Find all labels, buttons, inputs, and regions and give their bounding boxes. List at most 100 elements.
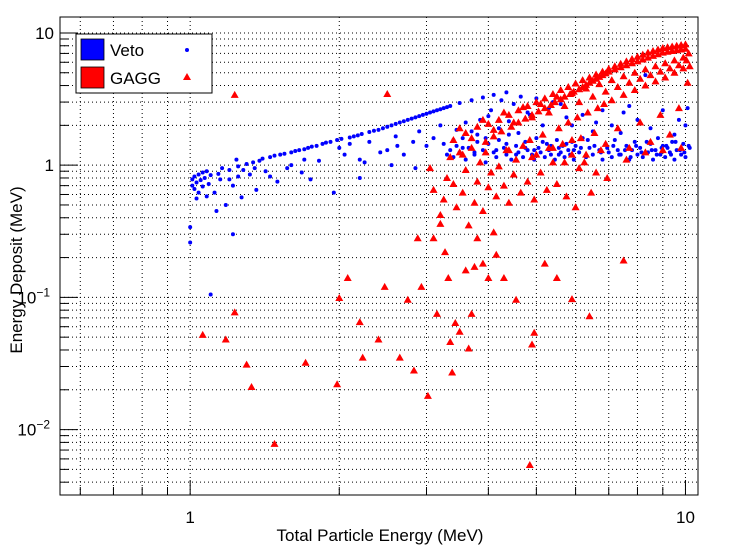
veto-point — [615, 148, 620, 153]
gagg-point — [661, 73, 670, 81]
gagg-point — [651, 62, 660, 70]
axis-ticks — [60, 32, 686, 495]
veto-point — [658, 152, 663, 157]
veto-point — [297, 148, 302, 153]
gagg-point — [628, 55, 637, 63]
veto-point — [218, 177, 223, 182]
veto-point — [214, 209, 219, 214]
gagg-point — [484, 119, 493, 127]
veto-point — [323, 140, 328, 145]
veto-point — [562, 155, 567, 160]
gagg-point — [439, 195, 448, 203]
gagg-point — [455, 124, 464, 132]
gagg-point — [573, 113, 582, 121]
gagg-point — [560, 158, 569, 166]
veto-point — [342, 152, 347, 157]
gagg-point — [461, 129, 470, 137]
gagg-point — [423, 391, 432, 399]
veto-point — [651, 157, 656, 162]
gagg-point — [550, 98, 559, 106]
veto-point — [534, 136, 539, 141]
veto-point — [389, 123, 394, 128]
gagg-point — [448, 368, 457, 376]
veto-point — [649, 148, 654, 153]
veto-point — [564, 115, 569, 120]
gagg-point — [641, 81, 650, 89]
x-tick-label: 1 — [185, 508, 194, 527]
veto-point — [223, 202, 228, 207]
gagg-point — [552, 92, 561, 100]
veto-point — [192, 187, 197, 192]
veto-point — [362, 160, 367, 165]
plot-frame — [59, 16, 699, 496]
gagg-point — [536, 100, 545, 108]
y-tick-label: 10−2 — [17, 418, 50, 440]
veto-point — [308, 177, 313, 182]
gagg-point — [630, 68, 639, 76]
veto-point — [306, 145, 311, 150]
gagg-point — [458, 188, 467, 196]
gagg-point — [476, 158, 485, 166]
veto-point — [640, 155, 645, 160]
veto-point — [302, 147, 307, 152]
gagg-point — [683, 78, 692, 86]
veto-point — [190, 177, 195, 182]
veto-point — [496, 126, 501, 131]
y-tick-base: 10 — [17, 421, 36, 440]
veto-point — [514, 152, 519, 157]
gagg-point — [335, 293, 344, 301]
veto-point — [643, 73, 648, 78]
veto-point — [417, 129, 422, 134]
gagg-point — [575, 98, 584, 106]
veto-point — [606, 150, 611, 155]
veto-point — [413, 166, 418, 171]
veto-point — [475, 132, 480, 137]
veto-point — [472, 150, 477, 155]
veto-point — [434, 108, 439, 113]
gagg-point — [478, 259, 487, 267]
gagg-point — [514, 106, 523, 114]
veto-point — [257, 158, 262, 163]
gagg-point — [564, 118, 573, 126]
veto-point — [480, 95, 485, 100]
veto-point — [263, 169, 268, 174]
gagg-point — [633, 57, 642, 65]
gagg-point — [567, 295, 576, 303]
gagg-point — [413, 234, 422, 242]
gagg-point — [661, 59, 670, 67]
gagg-point — [670, 56, 679, 64]
gagg-point — [674, 104, 683, 112]
veto-point — [268, 174, 273, 179]
veto-point — [230, 183, 235, 188]
gagg-point — [596, 146, 605, 154]
veto-point — [518, 94, 523, 99]
veto-point — [506, 119, 511, 124]
y-tick-base: 10 — [17, 288, 36, 307]
veto-point — [679, 152, 684, 157]
veto-point — [594, 120, 599, 125]
gagg-point — [519, 103, 528, 111]
y-tick-labels: 10 1 10−1 10−2 — [17, 24, 54, 440]
veto-point — [378, 150, 383, 155]
gagg-point — [489, 228, 498, 236]
veto-point — [532, 148, 537, 153]
gagg-point — [592, 70, 601, 78]
veto-point — [682, 150, 687, 155]
veto-point — [683, 123, 688, 128]
veto-point — [188, 225, 193, 230]
gagg-point — [575, 164, 584, 172]
x-tick-label: 10 — [676, 508, 695, 527]
gagg-point — [473, 122, 482, 130]
gagg-point — [528, 113, 537, 121]
gagg-point — [492, 192, 501, 200]
gagg-point — [497, 127, 506, 135]
gagg-point — [512, 295, 521, 303]
gagg-point — [636, 74, 645, 82]
gagg-point — [436, 210, 445, 218]
gagg-point — [484, 274, 493, 282]
gagg-point — [395, 353, 404, 361]
veto-point — [192, 174, 197, 179]
veto-point — [227, 177, 232, 182]
veto-point — [664, 143, 669, 148]
veto-point — [489, 108, 494, 113]
